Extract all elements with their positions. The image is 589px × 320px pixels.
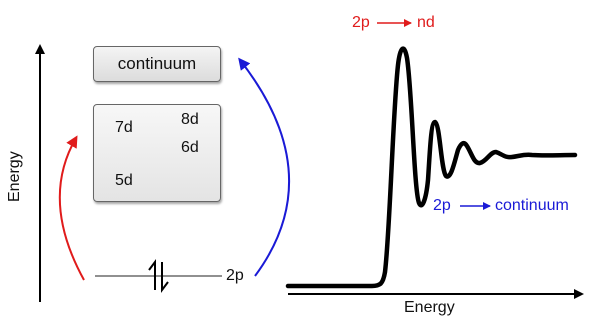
electron-spin-down xyxy=(161,262,169,293)
continuum-annotation-to: continuum xyxy=(495,197,569,214)
core-level-label: 2p xyxy=(226,267,244,284)
level-label-5d: 5d xyxy=(115,172,133,189)
transition-arrow-nd xyxy=(58,135,85,281)
electron-spin-up xyxy=(148,259,156,290)
level-label-8d: 8d xyxy=(181,111,199,128)
nd-annotation-from: 2p xyxy=(352,14,370,31)
nd-levels-box xyxy=(93,104,221,202)
transition-arrow-continuum xyxy=(238,57,291,277)
spectrum-curve xyxy=(285,46,578,289)
level-label-6d: 6d xyxy=(181,139,199,156)
nd-annotation-to: nd xyxy=(417,14,435,31)
energy-axis-label: Energy xyxy=(6,151,23,202)
spectrum-x-axis-label: Energy xyxy=(404,299,455,316)
continuum-label: continuum xyxy=(117,54,197,73)
level-label-7d: 7d xyxy=(115,119,133,136)
continuum-annotation-from: 2p xyxy=(433,197,451,214)
continuum-box: continuum xyxy=(93,46,221,82)
